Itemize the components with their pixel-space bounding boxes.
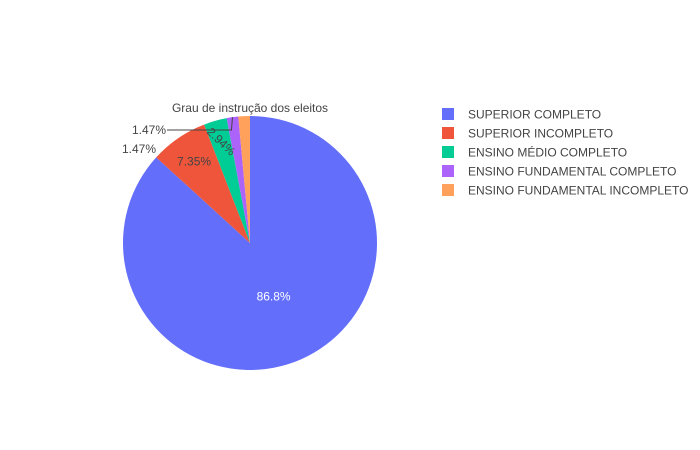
legend-item-superior-incompleto[interactable]: SUPERIOR INCOMPLETO	[442, 127, 613, 141]
legend-label: SUPERIOR COMPLETO	[468, 108, 601, 122]
legend: SUPERIOR COMPLETO SUPERIOR INCOMPLETO ENSI…	[442, 108, 688, 198]
legend-swatch	[442, 184, 454, 196]
chart-title: Grau de instrução dos eleitos	[172, 101, 328, 115]
legend-swatch	[442, 146, 454, 158]
legend-item-superior-completo[interactable]: SUPERIOR COMPLETO	[442, 108, 601, 122]
legend-swatch	[442, 108, 454, 120]
legend-label: ENSINO FUNDAMENTAL COMPLETO	[468, 165, 676, 179]
slice-superior-incompleto[interactable]	[156, 124, 250, 243]
slice-label-ensino-fundamental-incompleto: 1.47%	[122, 142, 156, 156]
legend-label: SUPERIOR INCOMPLETO	[468, 127, 613, 141]
slice-label-ensino-fundamental-completo: 1.47%	[132, 123, 166, 137]
leader-line-ensino-fundamental-completo	[167, 117, 233, 131]
legend-swatch	[442, 127, 454, 139]
legend-label: ENSINO FUNDAMENTAL INCOMPLETO	[468, 184, 688, 198]
legend-swatch	[442, 165, 454, 177]
slice-superior-completo[interactable]	[122, 116, 377, 370]
legend-item-ensino-medio-completo[interactable]: ENSINO MÉDIO COMPLETO	[442, 145, 627, 160]
legend-item-ensino-fundamental-completo[interactable]: ENSINO FUNDAMENTAL COMPLETO	[442, 165, 676, 179]
slice-ensino-fundamental-completo[interactable]	[226, 116, 250, 243]
slice-ensino-fundamental-incompleto[interactable]	[238, 116, 250, 243]
pie-slices	[122, 116, 377, 370]
slice-label-superior-completo: 86.8%	[257, 289, 291, 303]
legend-item-ensino-fundamental-incompleto[interactable]: ENSINO FUNDAMENTAL INCOMPLETO	[442, 184, 688, 198]
slice-label-superior-incompleto: 7.35%	[177, 154, 211, 168]
legend-label: ENSINO MÉDIO COMPLETO	[468, 145, 627, 160]
slice-ensino-medio-completo[interactable]	[204, 118, 250, 243]
